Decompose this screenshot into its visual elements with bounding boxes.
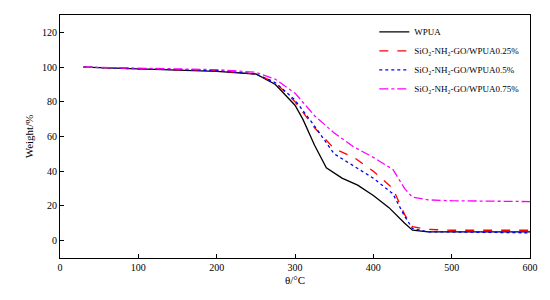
svg-text:0: 0 bbox=[52, 235, 57, 246]
svg-text:300: 300 bbox=[288, 262, 303, 273]
svg-text:θ/°C: θ/°C bbox=[285, 274, 305, 286]
svg-text:200: 200 bbox=[209, 262, 224, 273]
svg-text:400: 400 bbox=[366, 262, 381, 273]
svg-text:SiO₂-NH₂-GO/WPUA0.75%: SiO₂-NH₂-GO/WPUA0.75% bbox=[414, 84, 519, 94]
svg-text:40: 40 bbox=[47, 166, 57, 177]
svg-text:100: 100 bbox=[42, 62, 57, 73]
svg-text:WPUA: WPUA bbox=[414, 27, 441, 37]
svg-text:SiO₂-NH₂-GO/WPUA0.5%: SiO₂-NH₂-GO/WPUA0.5% bbox=[414, 65, 515, 75]
svg-text:100: 100 bbox=[131, 262, 146, 273]
svg-text:60: 60 bbox=[47, 131, 57, 142]
svg-text:120: 120 bbox=[42, 27, 57, 38]
svg-text:Weight/%: Weight/% bbox=[23, 115, 35, 159]
svg-text:0: 0 bbox=[58, 262, 63, 273]
svg-text:500: 500 bbox=[444, 262, 459, 273]
svg-text:80: 80 bbox=[47, 96, 57, 107]
svg-text:SiO₂-NH₂-GO/WPUA0.25%: SiO₂-NH₂-GO/WPUA0.25% bbox=[414, 46, 519, 56]
svg-text:20: 20 bbox=[47, 200, 57, 211]
svg-text:600: 600 bbox=[523, 262, 538, 273]
